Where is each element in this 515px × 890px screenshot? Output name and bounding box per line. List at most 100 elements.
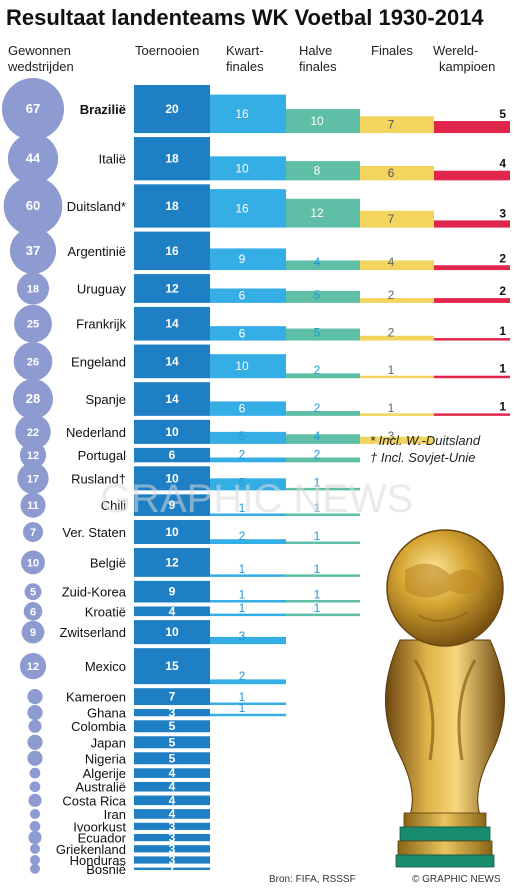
semi-value-duitsland: 12	[310, 206, 324, 220]
quarter-value-ghana: 1	[239, 701, 246, 715]
table-row: 14 6 2 1 1 28 Spanje	[12, 378, 510, 420]
champions-value-engeland: 1	[499, 362, 506, 376]
champions-value-frankrijk: 1	[499, 324, 506, 338]
tournaments-value-ivoorkust: 3	[169, 819, 176, 833]
champions-value-brazilie: 5	[499, 107, 506, 121]
country-label-zwitserland: Zwitserland	[60, 625, 126, 640]
credit-text: © GRAPHIC NEWS	[412, 874, 501, 885]
header-quarter-finals: Kwart- finales	[226, 43, 264, 74]
wins-circle-frankrijk	[14, 304, 52, 343]
quarter-value-rusland: 5	[239, 475, 246, 489]
country-label-costa-rica: Costa Rica	[62, 793, 126, 808]
country-label-bosnie: Bosnië	[86, 862, 126, 877]
semi-value-ver-staten: 1	[314, 529, 321, 543]
tournaments-value-australie: 4	[169, 780, 176, 794]
tournaments-bar-zwitserland	[134, 620, 210, 645]
wins-value-zwitserland: 9	[30, 627, 36, 639]
table-row: 16 9 4 4 2 37 Argentinië	[9, 227, 510, 274]
quarter-bar-mexico	[210, 679, 286, 685]
country-label-kameroen: Kameroen	[66, 690, 126, 705]
tournaments-bar-griekenland	[134, 845, 210, 853]
tournaments-value-costa-rica: 4	[169, 793, 176, 807]
quarter-bar-brazilie	[210, 94, 286, 134]
wins-circle-griekenland	[30, 843, 40, 854]
header-champions: Wereld- kampioen	[433, 43, 495, 74]
semi-bar-brazilie	[286, 109, 360, 134]
tournaments-bar-zuid-korea	[134, 580, 210, 603]
quarter-bar-rusland	[210, 478, 286, 491]
country-label-brazilie: Brazilië	[80, 102, 126, 117]
header-champions-line2: kampioen	[439, 59, 495, 74]
finals-bar-duitsland	[360, 210, 434, 228]
finals-value-spanje: 1	[388, 401, 395, 415]
tournaments-bar-bosnie	[134, 867, 210, 870]
wins-circle-bosnie	[30, 863, 40, 874]
header-semi-line1: Halve	[299, 43, 332, 58]
wins-value-uruguay: 18	[27, 283, 39, 295]
wins-value-belgie: 10	[27, 557, 39, 569]
country-label-nigeria: Nigeria	[85, 751, 127, 766]
header-wins-line2: wedstrijden	[7, 59, 74, 74]
wins-value-ghana: 4	[18, 708, 25, 720]
watermark: GRAPHIC NEWS	[100, 477, 413, 521]
quarter-value-portugal: 2	[239, 447, 246, 461]
wins-circle-duitsland	[3, 176, 63, 236]
tournaments-bar-honduras	[134, 856, 210, 864]
wins-circle-ghana	[27, 705, 43, 721]
finals-bar-nederland	[360, 436, 434, 444]
tournaments-bar-engeland	[134, 344, 210, 379]
wins-circle-uruguay	[16, 272, 50, 305]
table-row: 3 0 Honduras	[21, 853, 210, 868]
country-label-australie: Australië	[75, 780, 126, 795]
source-text: Bron: FIFA, RSSSF	[269, 874, 356, 885]
wins-value-brazilie: 67	[26, 101, 40, 116]
semi-value-italie: 8	[314, 164, 321, 178]
quarter-bar-kroatie	[210, 613, 286, 617]
champions-bar-italie	[434, 170, 510, 181]
country-label-griekenland: Griekenland	[56, 842, 126, 857]
semi-value-belgie: 1	[314, 562, 321, 576]
tournaments-value-ecuador: 3	[169, 831, 176, 845]
table-row: 12 6 5 2 2 18 Uruguay	[16, 272, 510, 305]
wins-value-spanje: 28	[26, 391, 40, 406]
wins-value-engeland: 26	[27, 356, 39, 368]
header-semi-finals: Halve finales	[299, 43, 337, 74]
tournaments-bar-colombia	[134, 720, 210, 733]
wins-circle-mexico	[19, 653, 47, 680]
quarter-value-duitsland: 16	[235, 201, 249, 215]
quarter-bar-argentinie	[210, 248, 286, 271]
wins-circle-colombia	[28, 719, 42, 733]
tournaments-value-algerije: 4	[169, 766, 176, 780]
quarter-bar-belgie	[210, 574, 286, 577]
wins-circle-kroatie	[23, 602, 43, 621]
tournaments-value-belgie: 12	[165, 555, 179, 569]
quarter-value-uruguay: 6	[239, 289, 246, 303]
wins-circle-zwitserland	[21, 620, 45, 644]
tournaments-value-argentinie: 16	[165, 244, 179, 258]
quarter-bar-zuid-korea	[210, 599, 286, 603]
wins-value-argentinie: 37	[26, 243, 40, 258]
wins-circle-chili	[20, 492, 46, 518]
quarter-value-chili: 1	[239, 501, 246, 515]
table-row: 7 1 4 Kameroen	[18, 688, 286, 706]
semi-value-brazilie: 10	[310, 114, 324, 128]
table-row: 9 1 111 Chili	[20, 492, 360, 518]
semi-bar-ver-staten	[286, 541, 360, 545]
tournaments-bar-ivoorkust	[134, 822, 210, 830]
country-label-mexico: Mexico	[85, 659, 126, 674]
wins-circle-brazilie	[2, 78, 64, 141]
table-row: 10 3 9 Zwitserland	[21, 620, 286, 645]
notes: * Incl. W.-Duitsland † Incl. Sovjet-Unie	[370, 433, 481, 465]
tournaments-bar-rusland	[134, 466, 210, 491]
semi-value-portugal: 2	[314, 447, 321, 461]
table-row: 5 3 Colombia	[19, 719, 210, 734]
tournaments-bar-chili	[134, 494, 210, 516]
tournaments-value-kroatie: 4	[169, 604, 176, 618]
tournaments-bar-algerije	[134, 768, 210, 778]
table-row: 3 2 Ivoorkust	[21, 819, 210, 834]
quarter-value-ver-staten: 2	[239, 529, 246, 543]
tournaments-bar-duitsland	[134, 184, 210, 228]
semi-bar-italie	[286, 161, 360, 181]
tournaments-value-ver-staten: 10	[165, 525, 179, 539]
